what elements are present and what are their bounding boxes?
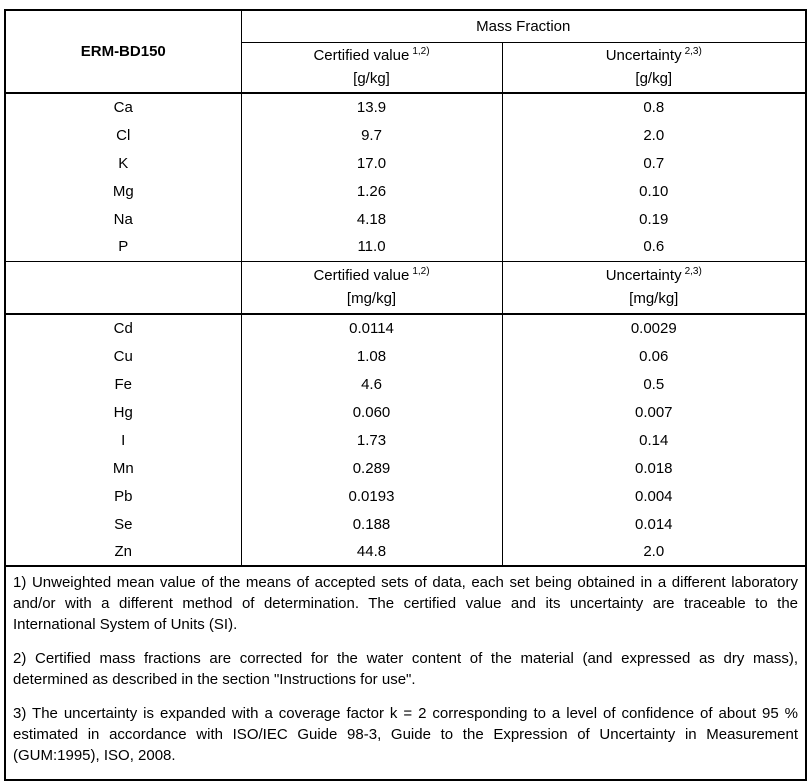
table-row: Cu 1.08 0.06 bbox=[5, 342, 807, 370]
certified-footnote-ref: 1,2) bbox=[412, 266, 430, 278]
uncertainty-cell: 0.19 bbox=[501, 205, 807, 233]
empty-header-cell bbox=[5, 260, 241, 314]
footnotes-row: 1) Unweighted mean value of the means of… bbox=[5, 565, 807, 780]
certified-value-cell: 1.73 bbox=[240, 426, 502, 454]
certified-value-cell: 44.8 bbox=[240, 538, 502, 566]
subheader-row-gkg: Certified value 1,2) [g/kg] Uncertainty 2,… bbox=[5, 41, 807, 93]
table-row: Fe 4.6 0.5 bbox=[5, 370, 807, 398]
table-row: Hg 0.060 0.007 bbox=[5, 398, 807, 426]
table-row: Mn 0.289 0.018 bbox=[5, 454, 807, 482]
uncertainty-label: Uncertainty bbox=[605, 47, 682, 65]
certified-value-cell: 0.188 bbox=[240, 510, 502, 538]
certified-value-cell: 0.0193 bbox=[240, 482, 502, 510]
certified-value-label: Certified value bbox=[313, 47, 410, 65]
certified-unit-label: [g/kg] bbox=[353, 70, 390, 88]
element-cell: Pb bbox=[114, 487, 133, 505]
uncertainty-unit-label: [g/kg] bbox=[635, 70, 673, 88]
certified-value-header-mgkg: Certified value 1,2) [mg/kg] bbox=[240, 260, 502, 314]
table-row: P 11.0 0.6 bbox=[5, 233, 807, 261]
footnotes-cell: 1) Unweighted mean value of the means of… bbox=[5, 565, 807, 780]
element-cell: Ca bbox=[5, 92, 241, 121]
uncertainty-cell: 0.007 bbox=[501, 398, 807, 426]
certified-value-cell: 13.9 bbox=[240, 92, 502, 121]
element-cell: Cu bbox=[113, 347, 133, 365]
footnote-2: 2) Certified mass fractions are correcte… bbox=[13, 650, 799, 688]
certified-unit-label: [mg/kg] bbox=[346, 290, 397, 308]
uncertainty-header-gkg: Uncertainty 2,3) [g/kg] bbox=[501, 41, 807, 93]
uncertainty-cell: 2.0 bbox=[501, 538, 807, 566]
uncertainty-cell: 0.014 bbox=[501, 510, 807, 538]
subheader-row-mgkg: Certified value 1,2) [mg/kg] Uncertainty 2… bbox=[5, 260, 807, 314]
uncertainty-cell: 0.004 bbox=[501, 482, 807, 510]
table-row: Ca 13.9 0.8 bbox=[5, 92, 807, 121]
certified-value-label: Certified value bbox=[313, 267, 410, 285]
material-id-cell: ERM-BD150 bbox=[80, 43, 166, 60]
element-cell: Na bbox=[113, 210, 133, 228]
uncertainty-cell: 0.10 bbox=[501, 177, 807, 205]
element-cell: I bbox=[121, 431, 126, 449]
certified-value-cell: 17.0 bbox=[240, 149, 502, 177]
uncertainty-cell: 0.0029 bbox=[501, 313, 807, 342]
element-cell: Fe bbox=[114, 375, 132, 393]
footnote-1: 1) Unweighted mean value of the means of… bbox=[13, 574, 799, 633]
uncertainty-cell: 0.06 bbox=[501, 342, 807, 370]
footnote-3: 3) The uncertainty is expanded with a co… bbox=[13, 705, 799, 764]
element-cell: Se bbox=[114, 515, 133, 533]
mass-fraction-header: Mass Fraction bbox=[240, 10, 807, 42]
table-row: K 17.0 0.7 bbox=[5, 149, 807, 177]
uncertainty-cell: 2.0 bbox=[501, 121, 807, 149]
uncertainty-label: Uncertainty bbox=[605, 267, 682, 285]
certified-value-cell: 0.0114 bbox=[240, 313, 502, 342]
element-cell: Cl bbox=[116, 126, 131, 144]
certified-value-cell: 9.7 bbox=[240, 121, 502, 149]
table-row: Se 0.188 0.014 bbox=[5, 510, 807, 538]
uncertainty-footnote-ref: 2,3) bbox=[684, 266, 702, 278]
uncertainty-cell: 0.018 bbox=[501, 454, 807, 482]
uncertainty-cell: 0.14 bbox=[501, 426, 807, 454]
mass-fraction-table: ERM-BD150 Mass Fraction Certified value 1… bbox=[4, 9, 808, 781]
certified-value-cell: 0.060 bbox=[240, 398, 502, 426]
uncertainty-unit-label: [mg/kg] bbox=[629, 290, 679, 308]
uncertainty-header-mgkg: Uncertainty 2,3) [mg/kg] bbox=[501, 260, 807, 314]
element-cell: Zn bbox=[114, 543, 132, 560]
certified-value-cell: 4.6 bbox=[240, 370, 502, 398]
uncertainty-cell: 0.6 bbox=[501, 233, 807, 261]
table-row: Cl 9.7 2.0 bbox=[5, 121, 807, 149]
table-row: Na 4.18 0.19 bbox=[5, 205, 807, 233]
element-cell: Mn bbox=[112, 459, 134, 477]
table-row: Zn 44.8 2.0 bbox=[5, 538, 807, 566]
certified-value-header-gkg: Certified value 1,2) [g/kg] bbox=[240, 41, 502, 93]
uncertainty-cell: 0.8 bbox=[501, 92, 807, 121]
uncertainty-footnote-ref: 2,3) bbox=[684, 46, 702, 58]
element-cell: P bbox=[118, 238, 129, 256]
certified-value-cell: 11.0 bbox=[240, 233, 502, 261]
element-cell: Cd bbox=[5, 313, 241, 342]
table-row: Pb 0.0193 0.004 bbox=[5, 482, 807, 510]
certified-value-cell: 4.18 bbox=[240, 205, 502, 233]
table-row: I 1.73 0.14 bbox=[5, 426, 807, 454]
certified-value-cell: 1.08 bbox=[240, 342, 502, 370]
certified-footnote-ref: 1,2) bbox=[412, 46, 430, 58]
uncertainty-cell: 0.7 bbox=[501, 149, 807, 177]
table-row: Mg 1.26 0.10 bbox=[5, 177, 807, 205]
element-cell: Hg bbox=[113, 403, 133, 421]
element-cell: K bbox=[118, 154, 129, 172]
header-row-group: ERM-BD150 Mass Fraction bbox=[5, 10, 807, 60]
table-row: Cd 0.0114 0.0029 bbox=[5, 313, 807, 342]
element-cell: Mg bbox=[112, 182, 134, 200]
certified-value-cell: 1.26 bbox=[240, 177, 502, 205]
certified-value-cell: 0.289 bbox=[240, 454, 502, 482]
uncertainty-cell: 0.5 bbox=[501, 370, 807, 398]
